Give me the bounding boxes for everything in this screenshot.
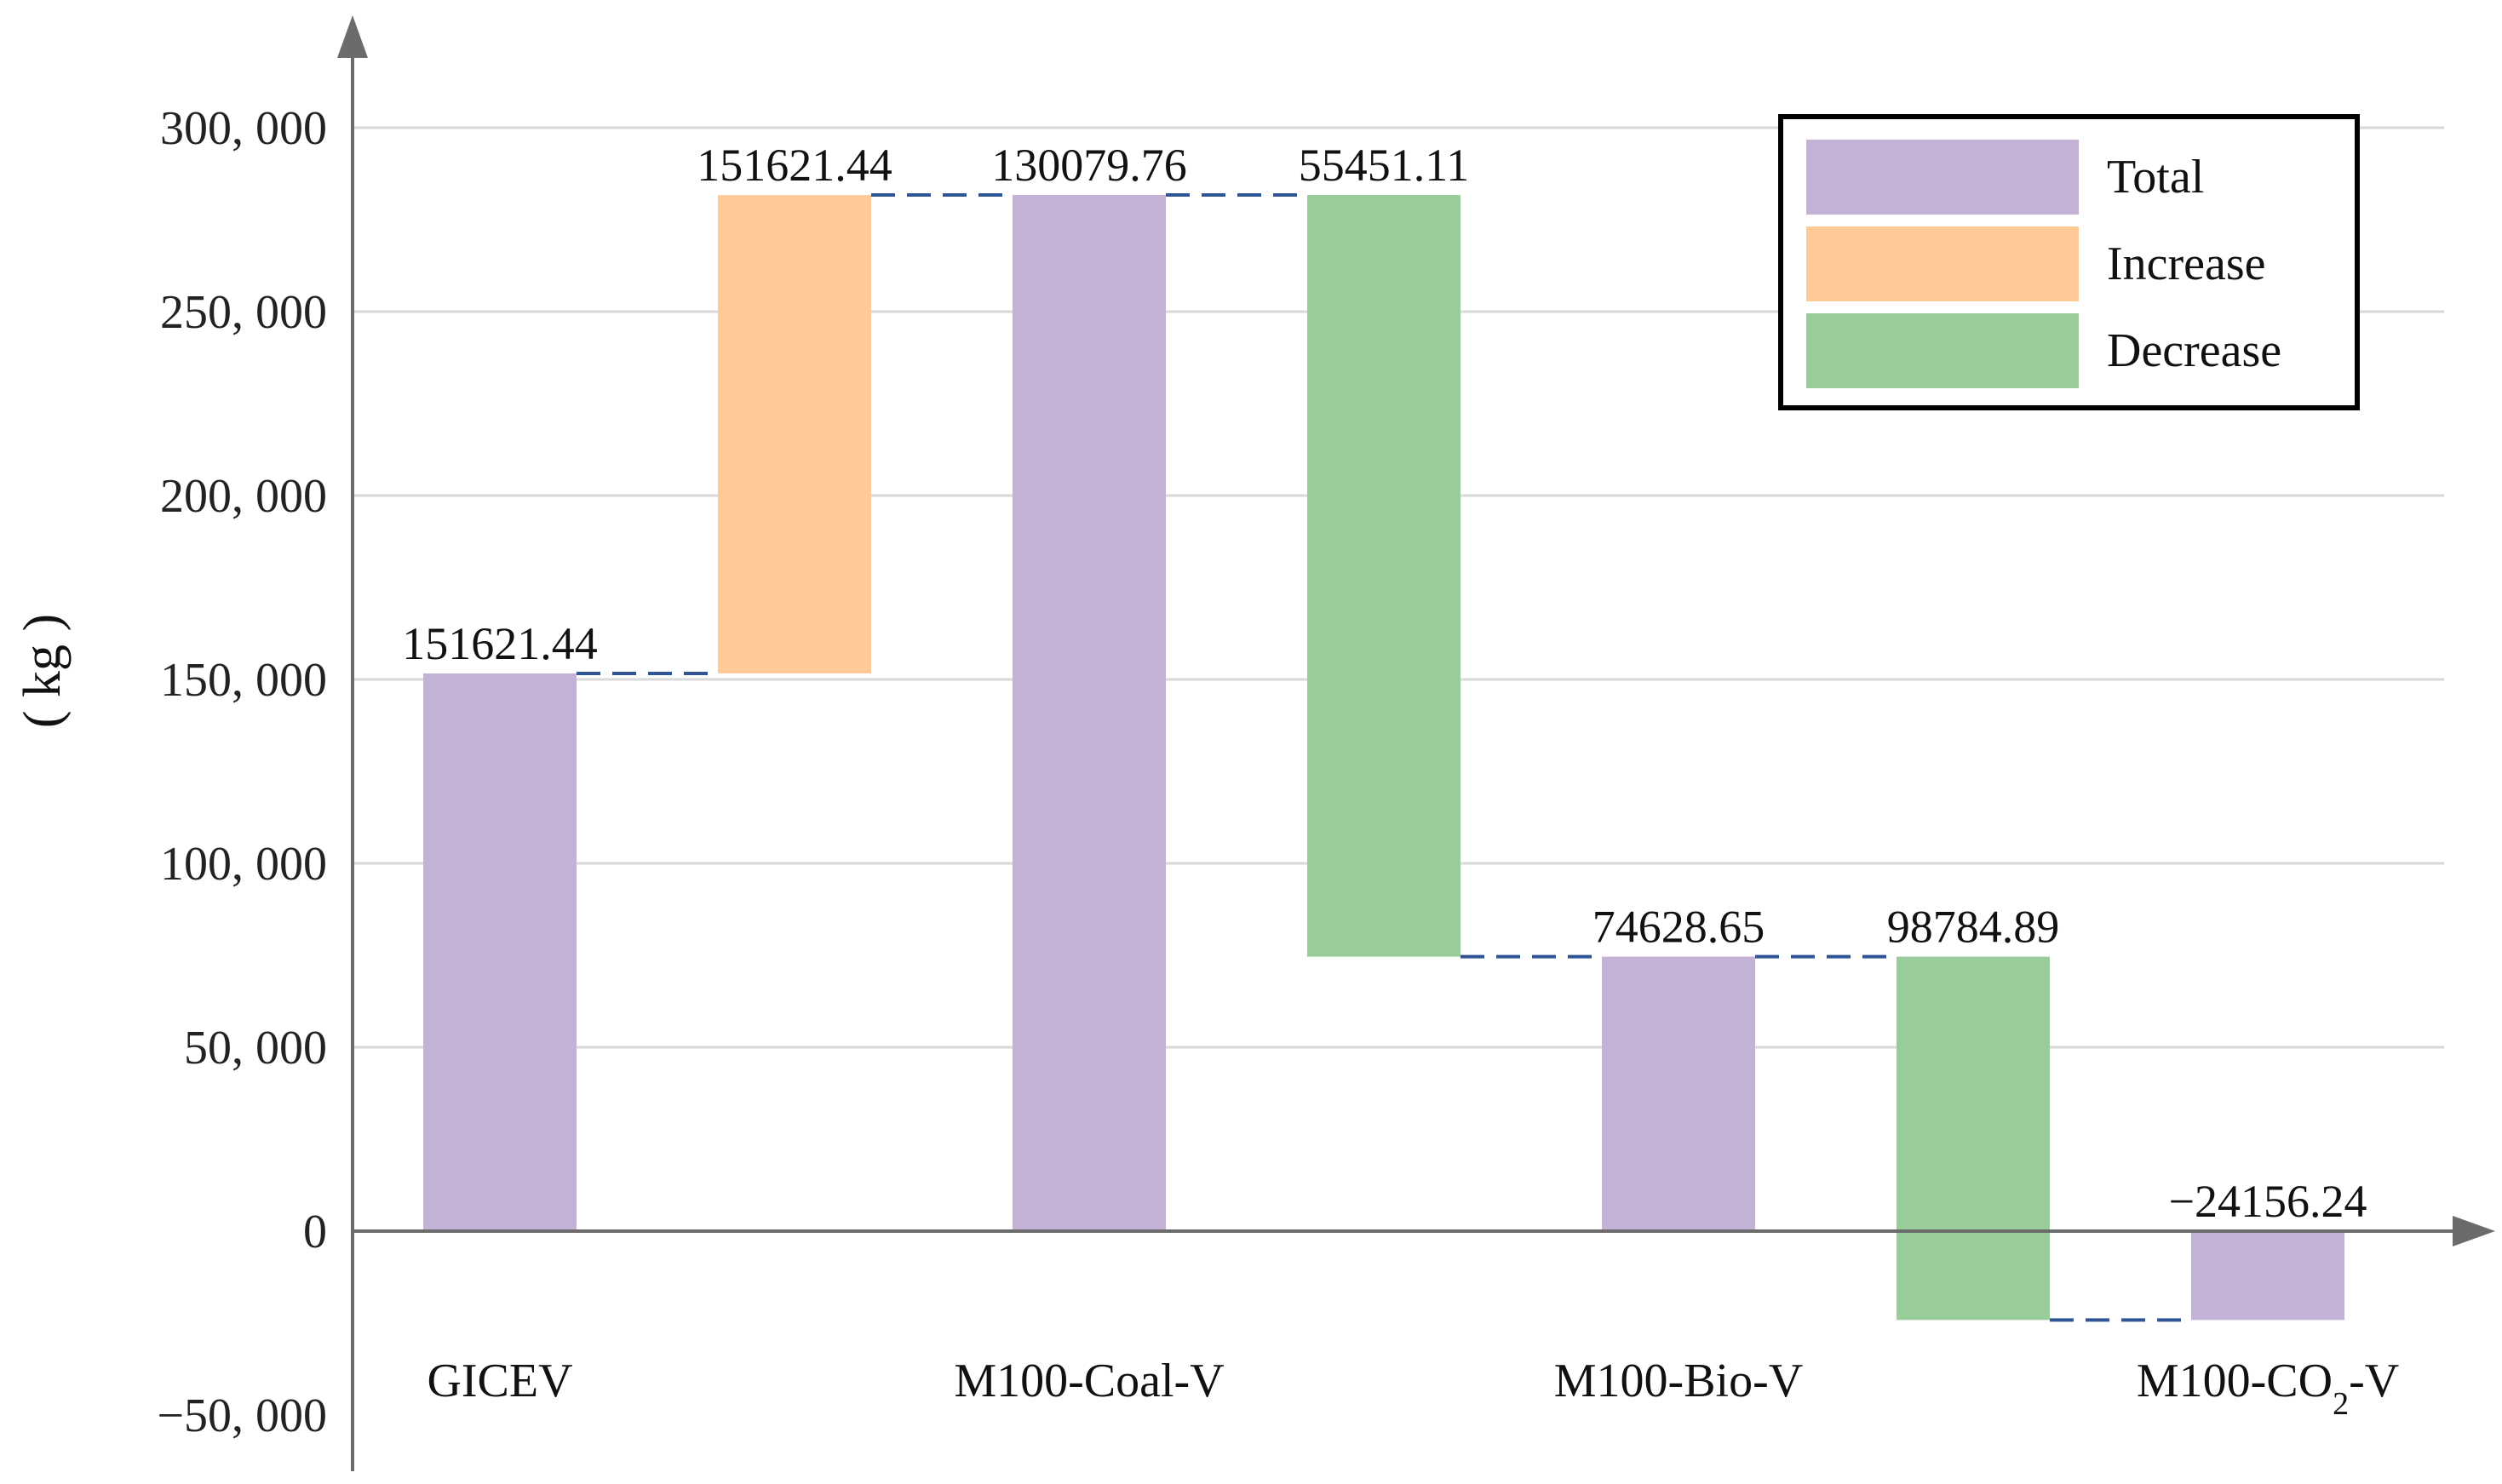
bar-decrease xyxy=(1307,195,1460,957)
axes xyxy=(337,15,2495,1471)
data-label: 130079.76 xyxy=(991,140,1187,191)
data-label: 55451.11 xyxy=(1299,140,1470,191)
y-tick-label: −50, 000 xyxy=(157,1389,327,1442)
data-labels: 151621.44 151621.44 130079.76 55451.11 74628… xyxy=(402,140,2367,1227)
y-axis-title: ( kg ) xyxy=(14,614,72,728)
legend-swatch-increase xyxy=(1806,226,2079,301)
bar-increase xyxy=(718,195,871,673)
bar-total xyxy=(1013,195,1166,1232)
data-label: 151621.44 xyxy=(402,618,598,669)
category-label: GICEV xyxy=(427,1355,572,1407)
y-tick-label: 100, 000 xyxy=(160,838,327,891)
data-label: 74628.65 xyxy=(1592,902,1765,953)
bars-group xyxy=(423,195,2344,1321)
legend: Total Increase Decrease xyxy=(1778,114,2360,410)
legend-label-decrease: Decrease xyxy=(2107,324,2281,377)
connector-lines xyxy=(577,193,2191,1322)
category-label: M100-Coal-V xyxy=(954,1355,1224,1407)
y-tick-labels: −50, 000 0 50, 000 100, 000 150, 000 200, 000… xyxy=(157,102,327,1442)
legend-label-total: Total xyxy=(2107,151,2204,203)
legend-label-increase: Increase xyxy=(2107,238,2266,290)
category-labels: GICEV M100-Coal-V M100-Bio-V M100-CO2-V xyxy=(427,1355,2399,1422)
y-tick-label: 50, 000 xyxy=(184,1022,327,1074)
y-tick-label: 150, 000 xyxy=(160,654,327,707)
bar-total xyxy=(2191,1231,2344,1321)
y-tick-label: 0 xyxy=(303,1206,327,1258)
bar-total xyxy=(423,673,577,1231)
data-label: 98784.89 xyxy=(1887,902,2060,953)
bar-total xyxy=(1602,956,1755,1231)
data-label: 151621.44 xyxy=(697,140,892,191)
legend-swatch-decrease xyxy=(1806,313,2079,388)
category-label: M100-CO2-V xyxy=(2137,1355,2399,1422)
legend-swatch-total xyxy=(1806,140,2079,215)
x-axis-arrow xyxy=(2453,1216,2495,1246)
y-axis-arrow xyxy=(337,15,368,58)
data-label: −24156.24 xyxy=(2169,1176,2367,1227)
category-label: M100-Bio-V xyxy=(1554,1355,1803,1407)
y-tick-label: 200, 000 xyxy=(160,470,327,523)
y-tick-label: 250, 000 xyxy=(160,286,327,339)
y-tick-label: 300, 000 xyxy=(160,102,327,155)
bar-decrease xyxy=(1897,956,2050,1321)
